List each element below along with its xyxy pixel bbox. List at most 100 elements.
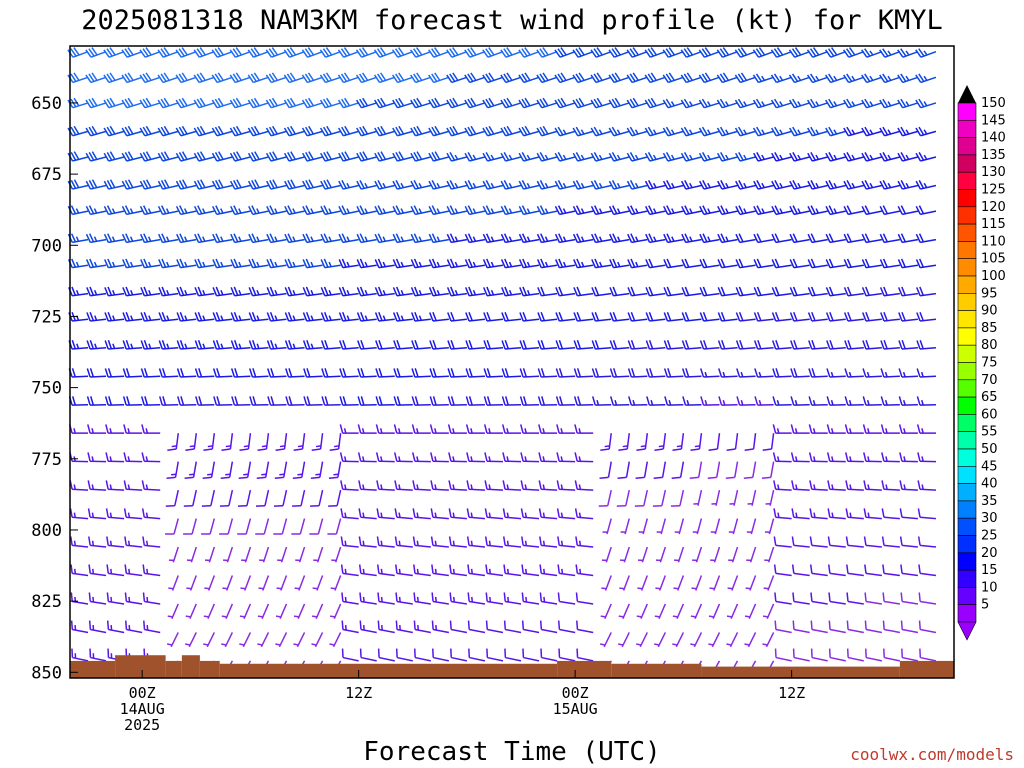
barb-feather — [176, 233, 182, 243]
barb-half-feather — [507, 596, 510, 603]
wind-barb — [576, 620, 594, 634]
barb-feather — [774, 286, 780, 296]
credit-link[interactable]: coolwx.com/models — [850, 745, 1014, 764]
barb-feather — [234, 368, 239, 378]
colorbar-label: 5 — [981, 598, 989, 613]
colorbar-swatch — [957, 292, 977, 311]
barb-feather — [122, 259, 128, 268]
wind-barb — [744, 603, 757, 619]
wind-barb — [843, 180, 864, 190]
wind-barb — [293, 632, 306, 648]
wind-barb — [320, 286, 341, 297]
barb-half-feather — [171, 445, 177, 448]
barb-half-feather — [202, 315, 206, 321]
wind-barb — [430, 452, 449, 463]
wind-barb — [690, 632, 703, 648]
barb-feather — [87, 480, 91, 490]
barb-feather — [465, 312, 470, 322]
barb-feather — [883, 311, 888, 321]
barb-feather — [287, 205, 293, 215]
barb-feather — [250, 152, 257, 161]
barb-feather — [301, 49, 309, 58]
barb-half-feather — [776, 428, 780, 434]
wind-barb — [201, 518, 216, 535]
barb-feather — [163, 72, 170, 81]
barb-feather — [734, 99, 741, 109]
barb-shaft — [643, 489, 649, 506]
barb-shaft — [541, 656, 558, 662]
wind-barb — [590, 97, 612, 109]
wind-barb — [554, 97, 576, 109]
wind-barb — [175, 72, 197, 84]
barb-feather — [232, 98, 239, 108]
barb-feather — [754, 368, 759, 378]
barb-feather — [87, 452, 91, 462]
barb-half-feather — [452, 428, 455, 434]
barb-half-feather — [869, 182, 874, 188]
barb-feather — [554, 99, 561, 109]
barb-half-feather — [815, 101, 820, 107]
barb-half-feather — [743, 154, 747, 160]
wind-barb — [158, 368, 179, 378]
wind-barb — [482, 205, 504, 216]
wind-barb — [771, 286, 792, 297]
wind-barb — [807, 258, 828, 269]
barb-feather — [630, 258, 636, 268]
barb-shaft — [396, 572, 413, 577]
barb-shaft — [260, 632, 270, 648]
barb-feather — [809, 508, 813, 518]
barb-half-feather — [725, 154, 729, 160]
barb-feather — [211, 99, 218, 109]
barb-feather — [484, 536, 488, 546]
barb-half-feather — [203, 643, 209, 646]
wind-barb — [791, 564, 810, 577]
wind-barb — [292, 461, 306, 479]
barb-shaft — [622, 603, 630, 619]
wind-barb — [239, 603, 252, 619]
wind-barb — [67, 205, 89, 216]
wind-barb — [644, 205, 666, 216]
barb-feather — [124, 592, 128, 602]
wind-barb — [608, 152, 630, 162]
barb-shaft — [246, 489, 252, 506]
barb-feather — [106, 205, 113, 215]
barb-feather — [193, 74, 200, 83]
barb-feather — [719, 73, 727, 82]
barb-shaft — [126, 516, 143, 520]
barb-feather — [179, 233, 185, 243]
barb-shaft — [450, 572, 467, 577]
barb-feather — [698, 127, 705, 137]
barb-feather — [647, 73, 654, 82]
wind-barb — [591, 396, 612, 406]
wind-barb — [274, 461, 288, 479]
barb-feather — [806, 99, 814, 109]
barb-shaft — [523, 600, 540, 605]
barb-feather — [250, 73, 257, 82]
wind-barb — [339, 368, 359, 378]
barb-shaft — [734, 433, 739, 450]
wind-barb — [862, 424, 882, 434]
barb-feather — [701, 73, 708, 82]
wind-barb — [330, 575, 342, 591]
barb-feather — [466, 536, 470, 546]
barb-feather — [846, 564, 849, 574]
barb-half-feather — [689, 182, 693, 188]
barb-shaft — [469, 656, 486, 662]
barb-feather — [413, 126, 420, 136]
barb-half-feather — [274, 261, 278, 267]
barb-shaft — [317, 518, 324, 535]
barb-feather — [70, 205, 77, 215]
barb-feather — [861, 49, 868, 58]
barb-feather — [862, 424, 867, 434]
wind-barb — [626, 47, 648, 58]
barb-shaft — [559, 488, 576, 491]
barb-half-feather — [725, 208, 729, 214]
wind-barb — [662, 126, 684, 137]
barb-feather — [810, 152, 816, 161]
barb-feather — [142, 48, 149, 57]
barb-feather — [918, 48, 925, 57]
barb-feather — [591, 287, 597, 296]
wind-barb — [85, 233, 107, 244]
barb-feather — [233, 311, 239, 321]
